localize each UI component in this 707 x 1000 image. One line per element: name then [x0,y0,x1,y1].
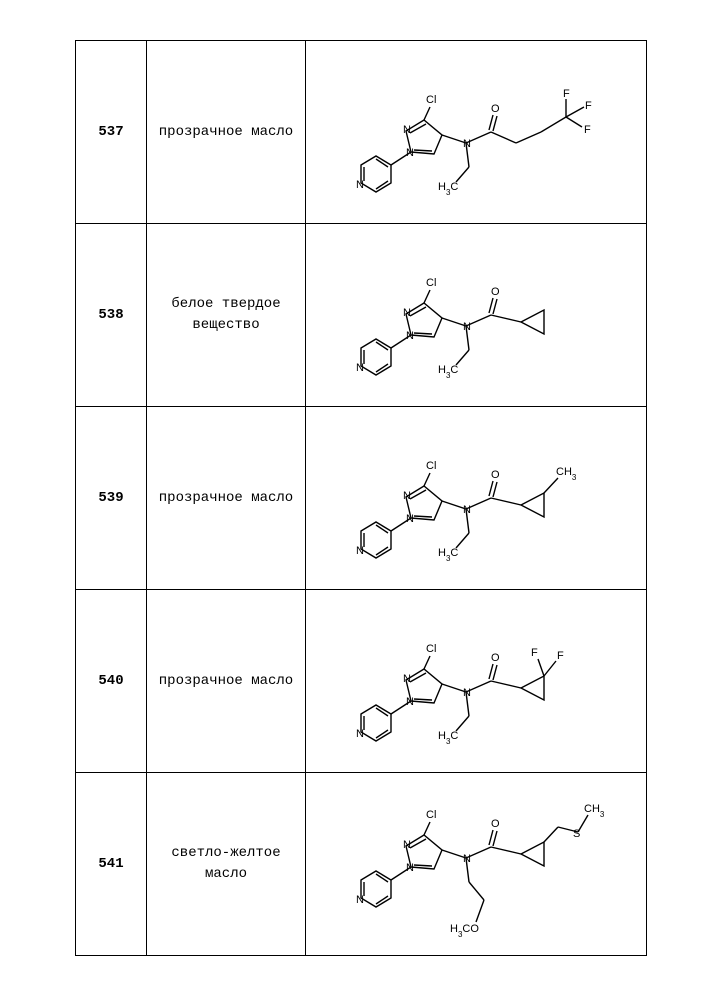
svg-text:N: N [356,728,364,740]
svg-text:Cl: Cl [426,94,436,106]
compound-description: светло-желтоемасло [171,845,280,882]
svg-text:N: N [403,490,411,502]
compound-id: 541 [98,856,123,872]
compound-id-cell: 541 [76,773,147,956]
svg-text:N: N [356,179,364,191]
compound-id-cell: 539 [76,407,147,590]
svg-text:N: N [406,330,414,342]
structure-diagram: N N N Cl N O H3C F F [326,606,626,756]
compound-description: прозрачное масло [159,490,293,506]
svg-text:N: N [403,307,411,319]
svg-text:S: S [573,828,580,840]
table-row: 540 прозрачное масло [76,590,647,773]
compound-structure-cell: N N N Cl N O H3C F F F [306,41,647,224]
svg-text:Cl: Cl [426,809,436,821]
compound-id-cell: 537 [76,41,147,224]
compound-desc-cell: прозрачное масло [147,407,306,590]
compound-description: прозрачное масло [159,673,293,689]
svg-text:N: N [463,504,471,516]
compound-structure-cell: N N N Cl N O H3C [306,224,647,407]
structure-diagram: N N N Cl N O H3C F F F [326,57,626,207]
table-row: 537 прозрачное масло [76,41,647,224]
svg-text:N: N [406,513,414,525]
compound-id: 540 [98,673,123,689]
compound-description: белое твердоевещество [171,296,280,333]
compound-id: 538 [98,307,123,323]
structure-diagram: N N N Cl N O S CH3 H3CO [326,782,626,947]
compound-table: 537 прозрачное масло [75,40,647,956]
table-row: 538 белое твердоевещество [76,224,647,407]
svg-text:Cl: Cl [426,643,436,655]
svg-text:H3CO: H3CO [450,923,479,939]
svg-text:O: O [491,652,500,664]
svg-text:O: O [491,103,500,115]
svg-text:N: N [403,839,411,851]
compound-structure-cell: N N N Cl N O H3C CH3 [306,407,647,590]
svg-text:H3C: H3C [438,364,458,380]
svg-text:O: O [491,286,500,298]
svg-text:H3C: H3C [438,730,458,746]
svg-text:N: N [463,687,471,699]
svg-text:CH3: CH3 [556,466,577,482]
svg-text:O: O [491,469,500,481]
compound-id-cell: 538 [76,224,147,407]
svg-text:N: N [356,545,364,557]
svg-text:F: F [585,100,592,112]
svg-text:Cl: Cl [426,460,436,472]
svg-text:H3C: H3C [438,547,458,563]
compound-desc-cell: прозрачное масло [147,41,306,224]
svg-text:H3C: H3C [438,181,458,197]
structure-diagram: N N N Cl N O H3C CH3 [326,423,626,573]
structure-diagram: N N N Cl N O H3C [326,240,626,390]
svg-text:N: N [406,147,414,159]
svg-text:N: N [356,362,364,374]
compound-structure-cell: N N N Cl N O S CH3 H3CO [306,773,647,956]
svg-text:F: F [563,88,570,100]
svg-text:N: N [463,138,471,150]
page: 537 прозрачное масло [0,0,707,996]
compound-structure-cell: N N N Cl N O H3C F F [306,590,647,773]
compound-description: прозрачное масло [159,124,293,140]
svg-text:N: N [406,696,414,708]
svg-text:F: F [557,650,564,662]
svg-text:N: N [406,862,414,874]
svg-text:Cl: Cl [426,277,436,289]
compound-desc-cell: прозрачное масло [147,590,306,773]
table-row: 541 светло-желтоемасло [76,773,647,956]
compound-id: 537 [98,124,123,140]
svg-text:O: O [491,818,500,830]
svg-text:N: N [356,894,364,906]
svg-text:N: N [463,853,471,865]
svg-text:F: F [531,647,538,659]
svg-text:N: N [403,673,411,685]
svg-text:F: F [584,124,591,136]
compound-desc-cell: белое твердоевещество [147,224,306,407]
table-row: 539 прозрачное масло [76,407,647,590]
compound-id: 539 [98,490,123,506]
svg-text:N: N [403,124,411,136]
compound-id-cell: 540 [76,590,147,773]
svg-text:N: N [463,321,471,333]
compound-desc-cell: светло-желтоемасло [147,773,306,956]
